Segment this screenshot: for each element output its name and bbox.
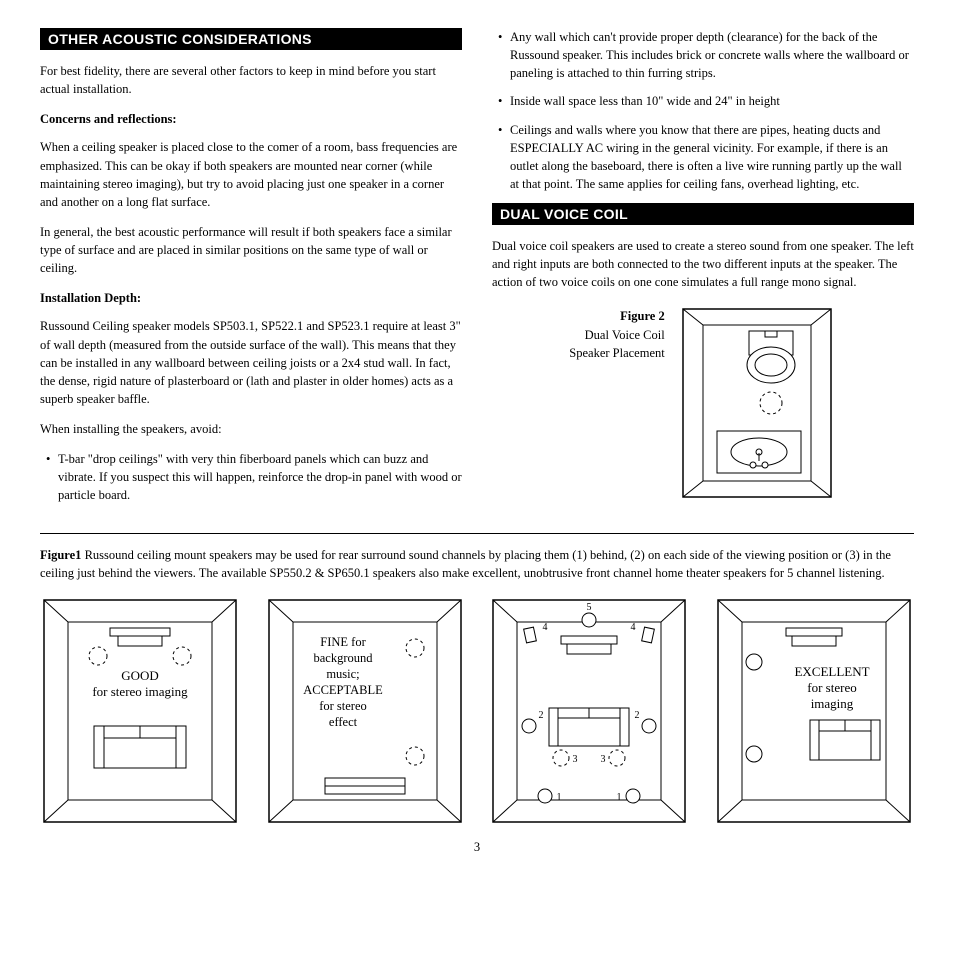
subhead-depth: Installation Depth:	[40, 289, 462, 307]
figure-2-line: Dual Voice Coil	[569, 326, 664, 344]
subhead-concerns: Concerns and reflections:	[40, 110, 462, 128]
diagrams-row: GOOD for stereo imaging FINE for backgro…	[40, 596, 914, 826]
diagram-label: effect	[329, 715, 358, 729]
figure-2-row: Figure 2 Dual Voice Coil Speaker Placeme…	[492, 303, 914, 503]
figure-1-text: Russound ceiling mount speakers may be u…	[40, 548, 891, 580]
bullet-item: T-bar "drop ceilings" with very thin fib…	[40, 450, 462, 504]
room-diagram-good: GOOD for stereo imaging	[40, 596, 240, 826]
room-diagram-excellent: EXCELLENT for stereo imaging	[714, 596, 914, 826]
diagram-label: EXCELLENT	[794, 664, 869, 679]
figure-1-label: Figure1	[40, 548, 81, 562]
figure-2-label: Figure 2	[620, 309, 665, 323]
left-column: OTHER ACOUSTIC CONSIDERATIONS For best f…	[40, 28, 462, 515]
page-number: 3	[40, 840, 914, 855]
speaker-number: 2	[539, 710, 544, 721]
speaker-number: 4	[631, 622, 636, 633]
paragraph: In general, the best acoustic performanc…	[40, 223, 462, 277]
diagram-label: FINE for	[320, 635, 366, 649]
diagram-label: for stereo	[319, 699, 367, 713]
speaker-number: 2	[635, 710, 640, 721]
speaker-number: 3	[573, 754, 578, 765]
diagram-label: GOOD	[121, 668, 159, 683]
bullet-list: T-bar "drop ceilings" with very thin fib…	[40, 450, 462, 504]
diagram-label: ACCEPTABLE	[303, 683, 383, 697]
diagram-label: for stereo imaging	[92, 684, 188, 699]
diagram-label: imaging	[811, 696, 854, 711]
speaker-number: 1	[617, 792, 622, 803]
section-header-dual-voice: DUAL VOICE COIL	[492, 203, 914, 225]
room-diagram-fine: FINE for background music; ACCEPTABLE fo…	[265, 596, 465, 826]
bullet-item: Inside wall space less than 10" wide and…	[492, 92, 914, 110]
right-column: Any wall which can't provide proper dept…	[492, 28, 914, 515]
paragraph: Russound Ceiling speaker models SP503.1,…	[40, 317, 462, 408]
paragraph: Dual voice coil speakers are used to cre…	[492, 237, 914, 291]
section-header-acoustic: OTHER ACOUSTIC CONSIDERATIONS	[40, 28, 462, 50]
figure-2-line: Speaker Placement	[569, 344, 664, 362]
figure-2-diagram	[677, 303, 837, 503]
two-column-layout: OTHER ACOUSTIC CONSIDERATIONS For best f…	[40, 28, 914, 515]
figure-2-caption: Figure 2 Dual Voice Coil Speaker Placeme…	[569, 303, 664, 503]
speaker-number: 4	[543, 622, 548, 633]
bullet-item: Ceilings and walls where you know that t…	[492, 121, 914, 194]
horizontal-divider	[40, 533, 914, 534]
diagram-label: background	[313, 651, 373, 665]
intro-paragraph: For best fidelity, there are several oth…	[40, 62, 462, 98]
speaker-number: 1	[557, 792, 562, 803]
room-diagram-surround: 5 4 4 2 2 3 3 1 1	[489, 596, 689, 826]
paragraph: When installing the speakers, avoid:	[40, 420, 462, 438]
speaker-number: 5	[587, 602, 592, 613]
paragraph: When a ceiling speaker is placed close t…	[40, 138, 462, 211]
diagram-label: for stereo	[807, 680, 856, 695]
diagram-label: music;	[326, 667, 359, 681]
figure-1-caption: Figure1 Russound ceiling mount speakers …	[40, 546, 914, 582]
speaker-number: 3	[601, 754, 606, 765]
bullet-item: Any wall which can't provide proper dept…	[492, 28, 914, 82]
bullet-list: Any wall which can't provide proper dept…	[492, 28, 914, 193]
